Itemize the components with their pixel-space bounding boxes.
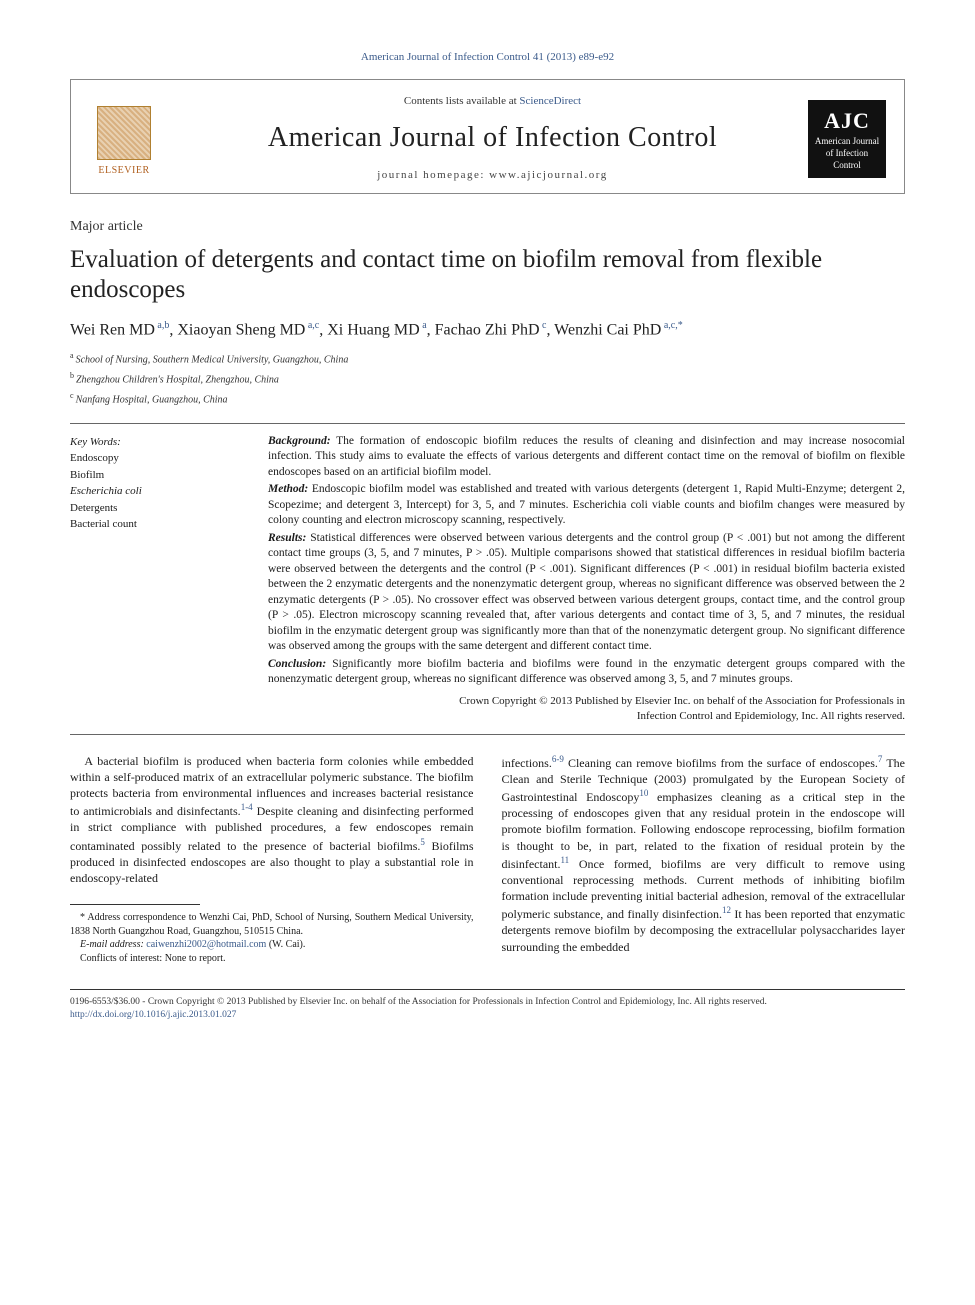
email-label: E-mail address: <box>80 939 146 950</box>
keyword-item: Detergents <box>70 500 240 517</box>
body-columns: A bacterial biofilm is produced when bac… <box>70 753 905 966</box>
reference-sup[interactable]: 5 <box>420 837 425 847</box>
author-affil-sup: a <box>420 320 427 331</box>
keywords-list: EndoscopyBiofilmEscherichia coliDetergen… <box>70 450 240 533</box>
homepage-url[interactable]: www.ajicjournal.org <box>489 169 608 181</box>
elsevier-word: ELSEVIER <box>98 164 149 178</box>
affiliation-sup: c <box>70 391 76 400</box>
keyword-item: Bacterial count <box>70 516 240 533</box>
author-affil-sup: c <box>540 320 547 331</box>
conclusion-text: Significantly more biofilm bacteria and … <box>268 658 905 686</box>
body-para-2: infections.6-9 Cleaning can remove biofi… <box>502 753 906 955</box>
abstract-results: Results: Statistical differences were ob… <box>268 531 905 655</box>
keywords-column: Key Words: EndoscopyBiofilmEscherichia c… <box>70 434 240 724</box>
background-text: The formation of endoscopic biofilm redu… <box>268 435 905 478</box>
reference-sup[interactable]: 10 <box>639 788 648 798</box>
abstract-conclusion: Conclusion: Significantly more biofilm b… <box>268 657 905 688</box>
citation-line: American Journal of Infection Control 41… <box>70 50 905 65</box>
journal-homepage-line: journal homepage: www.ajicjournal.org <box>177 168 808 183</box>
results-text: Statistical differences were observed be… <box>268 532 905 653</box>
affiliation-sup: b <box>70 371 76 380</box>
bottom-bar: 0196-6553/$36.00 - Crown Copyright © 201… <box>70 989 905 1022</box>
reference-sup[interactable]: 11 <box>560 855 569 865</box>
reference-sup[interactable]: 7 <box>878 754 883 764</box>
conflicts-line: Conflicts of interest: None to report. <box>70 952 474 966</box>
homepage-prefix: journal homepage: <box>377 169 489 181</box>
abstract-background: Background: The formation of endoscopic … <box>268 434 905 481</box>
masthead-center: Contents lists available at ScienceDirec… <box>177 94 808 183</box>
email-value[interactable]: caiwenzhi2002@hotmail.com <box>146 939 266 950</box>
authors-line: Wei Ren MD a,b, Xiaoyan Sheng MD a,c, Xi… <box>70 319 905 341</box>
affiliation-line: b Zhengzhou Children's Hospital, Zhengzh… <box>70 371 905 387</box>
contents-available-line: Contents lists available at ScienceDirec… <box>177 94 808 109</box>
keywords-header: Key Words: <box>70 434 240 451</box>
affiliation-line: c Nanfang Hospital, Guangzhou, China <box>70 391 905 407</box>
conclusion-label: Conclusion: <box>268 658 326 670</box>
copyright-line-2: Infection Control and Epidemiology, Inc.… <box>268 709 905 724</box>
doi-link[interactable]: http://dx.doi.org/10.1016/j.ajic.2013.01… <box>70 1009 905 1022</box>
author-affil-sup: a,c <box>305 320 319 331</box>
reference-sup[interactable]: 1-4 <box>241 802 253 812</box>
elsevier-tree-icon <box>97 106 151 160</box>
footnotes: * Address correspondence to Wenzhi Cai, … <box>70 911 474 965</box>
email-suffix: (W. Cai). <box>266 939 305 950</box>
keyword-item: Endoscopy <box>70 450 240 467</box>
elsevier-logo: ELSEVIER <box>89 100 159 178</box>
body-para-1: A bacterial biofilm is produced when bac… <box>70 753 474 887</box>
affiliations-block: a School of Nursing, Southern Medical Un… <box>70 351 905 406</box>
article-type: Major article <box>70 218 905 237</box>
author-affil-sup: a,c,* <box>661 320 682 331</box>
abstract-copyright: Crown Copyright © 2013 Published by Else… <box>268 694 905 724</box>
ajic-logo: AJC American Journal of Infection Contro… <box>808 100 886 178</box>
divider-top <box>70 423 905 424</box>
paper-title: Evaluation of detergents and contact tim… <box>70 245 905 305</box>
keyword-item: Escherichia coli <box>70 483 240 500</box>
email-line: E-mail address: caiwenzhi2002@hotmail.co… <box>70 938 474 952</box>
meta-abstract-row: Key Words: EndoscopyBiofilmEscherichia c… <box>70 434 905 724</box>
body-column-left: A bacterial biofilm is produced when bac… <box>70 753 474 966</box>
divider-bottom <box>70 734 905 735</box>
footnote-rule <box>70 904 200 905</box>
bottom-copyright: 0196-6553/$36.00 - Crown Copyright © 201… <box>70 996 905 1009</box>
sciencedirect-link[interactable]: ScienceDirect <box>519 95 581 107</box>
ajic-logo-big: AJC <box>824 106 870 136</box>
corresponding-author: * Address correspondence to Wenzhi Cai, … <box>70 911 474 938</box>
keyword-item: Biofilm <box>70 467 240 484</box>
abstract-method: Method: Endoscopic biofilm model was est… <box>268 482 905 529</box>
body-column-right: infections.6-9 Cleaning can remove biofi… <box>502 753 906 966</box>
masthead: ELSEVIER Contents lists available at Sci… <box>70 79 905 194</box>
contents-prefix: Contents lists available at <box>404 95 519 107</box>
affiliation-line: a School of Nursing, Southern Medical Un… <box>70 351 905 367</box>
method-text: Endoscopic biofilm model was established… <box>268 483 905 526</box>
reference-sup[interactable]: 12 <box>722 905 731 915</box>
journal-title: American Journal of Infection Control <box>177 119 808 157</box>
author-affil-sup: a,b <box>155 320 169 331</box>
method-label: Method: <box>268 483 308 495</box>
affiliation-sup: a <box>70 351 76 360</box>
copyright-line-1: Crown Copyright © 2013 Published by Else… <box>268 694 905 709</box>
background-label: Background: <box>268 435 331 447</box>
results-label: Results: <box>268 532 306 544</box>
reference-sup[interactable]: 6-9 <box>552 754 564 764</box>
ajic-logo-small: American Journal of Infection Control <box>812 135 882 171</box>
abstract-column: Background: The formation of endoscopic … <box>268 434 905 724</box>
